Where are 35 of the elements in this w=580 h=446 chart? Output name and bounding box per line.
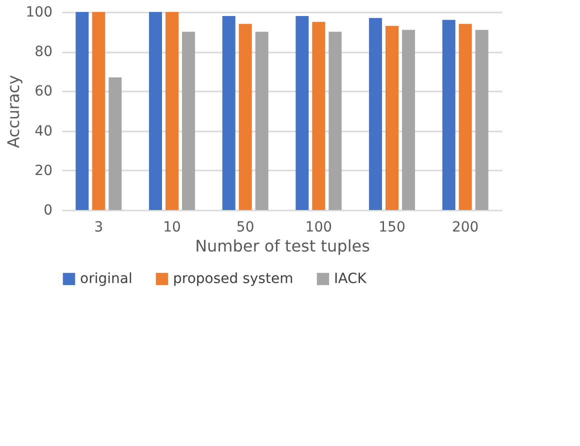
bar xyxy=(166,12,178,210)
x-tick-label: 50 xyxy=(236,220,254,236)
bar xyxy=(149,12,162,210)
bar xyxy=(328,32,342,210)
x-tick-label: 200 xyxy=(452,220,479,236)
bar xyxy=(182,32,195,210)
bar xyxy=(369,18,382,210)
legend-label: proposed system xyxy=(173,271,294,287)
legend-label: IACK xyxy=(334,271,368,287)
y-tick-label: 80 xyxy=(34,44,52,60)
bar xyxy=(386,26,398,210)
y-tick-label: 0 xyxy=(44,202,52,218)
y-tick-label: 100 xyxy=(26,4,52,20)
bar xyxy=(108,77,122,210)
bar xyxy=(475,30,488,210)
y-tick-label: 20 xyxy=(34,162,52,179)
bar xyxy=(402,30,415,210)
y-tick-label: 60 xyxy=(34,84,52,100)
bar xyxy=(312,22,326,210)
bar xyxy=(458,24,472,210)
bar xyxy=(296,16,309,210)
bar xyxy=(76,12,89,210)
legend-label: original xyxy=(80,271,132,287)
bar xyxy=(222,16,236,210)
bar xyxy=(442,20,456,210)
x-tick-label: 3 xyxy=(94,220,104,236)
bar xyxy=(255,32,268,210)
x-tick-label: 100 xyxy=(305,220,332,236)
x-tick-label: 150 xyxy=(378,220,406,236)
y-tick-label: 40 xyxy=(34,123,52,140)
y-axis-title: Accuracy xyxy=(4,74,23,148)
bar xyxy=(238,24,252,210)
x-axis-title: Number of test tuples xyxy=(195,236,370,256)
x-tick-label: 10 xyxy=(163,220,181,236)
bar xyxy=(92,12,106,210)
